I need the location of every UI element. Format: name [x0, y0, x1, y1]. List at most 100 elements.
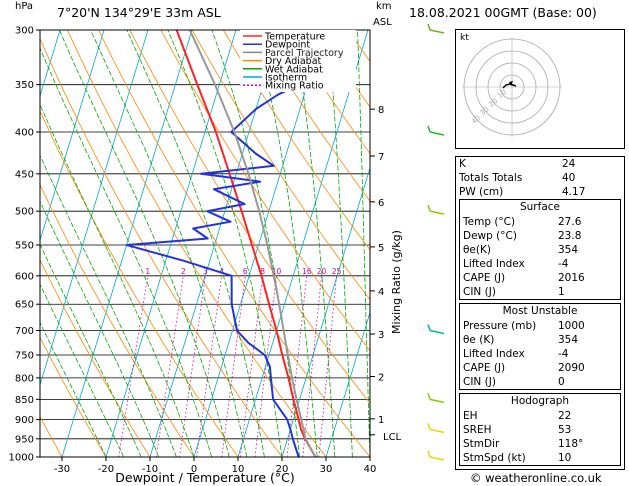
legend-label: Mixing Ratio [265, 81, 324, 92]
index-label: PW (cm) [459, 186, 504, 198]
mixing-ratio-label: 2 [181, 267, 186, 276]
isotherm-line [237, 30, 369, 457]
pressure-tick-label: 700 [15, 326, 34, 337]
mixing-ratio-label: 25 [332, 267, 342, 276]
datetime-title: 18.08.2021 00GMT (Base: 00) [409, 5, 597, 20]
dry-adiabat-line [254, 30, 370, 202]
wind-barb [429, 329, 445, 335]
dewpoint-line [125, 30, 300, 457]
isotherm-line [0, 30, 16, 457]
hodograph-ring-label: 30 [479, 105, 491, 117]
km-tick-label: 8 [378, 105, 384, 116]
dry-adiabat-line [129, 30, 370, 404]
index-row: Totals Totals 40 [456, 171, 624, 185]
wet-adiabat-line [254, 30, 318, 457]
mixing-ratio-line [155, 275, 184, 457]
mixing-ratio-line [221, 275, 246, 457]
surface-row: Dewp (°C) 23.8 [460, 229, 620, 243]
most-unstable-label: CIN (J) [463, 376, 496, 388]
mixing-ratio-line [196, 275, 223, 457]
surface-value: 2016 [558, 272, 585, 284]
km-tick-label: 3 [378, 330, 384, 341]
pressure-tick-label: 300 [15, 26, 34, 37]
most-unstable-value: 0 [558, 376, 565, 388]
wet-adiabat-line [327, 30, 353, 457]
mixing-ratio-axis-label: Mixing Ratio (g/kg) [390, 230, 403, 334]
most-unstable-row: Pressure (mb) 1000 [460, 319, 620, 333]
hodograph-section: Hodograph EH 22 SREH 53 StmDir 118° StmSpd (kt… [459, 393, 621, 466]
index-value: 4.17 [562, 186, 586, 198]
wind-barb [427, 393, 431, 400]
mixing-ratio-line [239, 275, 264, 457]
dry-adiabat-line [160, 30, 370, 352]
mixing-ratio-label: 10 [272, 267, 282, 276]
most-unstable-value: 2090 [558, 362, 585, 374]
hodograph-stat-row: StmDir 118° [460, 437, 620, 451]
km-tick-label: 1 [378, 415, 384, 426]
most-unstable-label: CAPE (J) [463, 362, 506, 374]
surface-label: Dewp (°C) [463, 230, 517, 242]
wet-adiabat-line [40, 200, 160, 457]
wet-adiabat-line [167, 30, 283, 457]
km-tick-label: 6 [378, 198, 384, 209]
wet-adiabat-line [211, 30, 300, 457]
pressure-tick-label: 400 [15, 128, 34, 139]
legend-label: Dewpoint [265, 40, 310, 51]
isotherm-line [149, 30, 281, 457]
isotherm-line [40, 30, 105, 242]
surface-label: CAPE (J) [463, 272, 506, 284]
temperature-tick-label: 40 [364, 464, 377, 475]
most-unstable-label: Pressure (mb) [463, 320, 537, 332]
storm-motion-marker [509, 81, 513, 86]
lcl-label: LCL [383, 432, 402, 443]
mixing-ratio-label: 4 [219, 267, 224, 276]
mixing-ratio-line [254, 275, 277, 457]
most-unstable-title: Most Unstable [502, 305, 578, 317]
temperature-tick-label: -30 [54, 464, 70, 475]
index-value: 40 [562, 172, 576, 184]
most-unstable-section: Most Unstable Pressure (mb) 1000 θe (K) 354… [459, 303, 621, 390]
hodograph-stat-value: 118° [558, 438, 584, 450]
index-label: K [459, 158, 466, 170]
pressure-tick-label: 850 [15, 395, 34, 406]
legend-label: Dry Adiabat [265, 56, 322, 67]
temperature-tick-label: -10 [142, 464, 158, 475]
wind-barb [429, 428, 445, 434]
wind-barb [429, 456, 445, 461]
hodograph-stat-label: StmSpd (kt) [463, 452, 526, 464]
dry-adiabat-line [67, 30, 327, 457]
wind-barb [427, 23, 431, 31]
most-unstable-row: Lifted Index -4 [460, 347, 620, 361]
wind-barb [429, 398, 445, 404]
wet-adiabat-line [293, 30, 336, 457]
km-tick-label: 5 [378, 243, 384, 254]
temperature-tick-label: 30 [320, 464, 333, 475]
surface-value: 23.8 [558, 230, 582, 242]
location-title: 7°20'N 134°29'E 33m ASL [57, 5, 221, 20]
surface-label: CIN (J) [463, 286, 496, 298]
km-tick-label: 4 [378, 287, 384, 298]
dry-adiabat-line [98, 30, 370, 457]
dry-adiabat-line [40, 109, 239, 457]
surface-label: Temp (°C) [463, 216, 516, 228]
wind-barb [427, 450, 431, 458]
parcel-trajectory-line [188, 30, 317, 457]
pressure-tick-label: 550 [15, 240, 34, 251]
wet-adiabat-line [40, 103, 195, 457]
wet-adiabat-line [40, 47, 212, 457]
wet-adiabat-line [90, 30, 248, 457]
surface-value: 27.6 [558, 216, 582, 228]
isotherm-line [193, 30, 325, 457]
mixing-ratio-label: 6 [243, 267, 248, 276]
wind-barb [427, 125, 431, 133]
wind-barb [427, 423, 431, 430]
wind-barb [429, 131, 445, 136]
x-axis-label: Dewpoint / Temperature (°C) [115, 470, 294, 485]
hodograph-ring-label: 20 [487, 97, 499, 109]
surface-row: CIN (J) 1 [460, 285, 620, 299]
km-label: km [376, 1, 392, 12]
temperature-line [175, 30, 317, 457]
hodograph-stat-row: StmSpd (kt) 10 [460, 451, 620, 465]
hodograph-stat-label: EH [463, 410, 478, 422]
wind-barb [429, 29, 445, 34]
